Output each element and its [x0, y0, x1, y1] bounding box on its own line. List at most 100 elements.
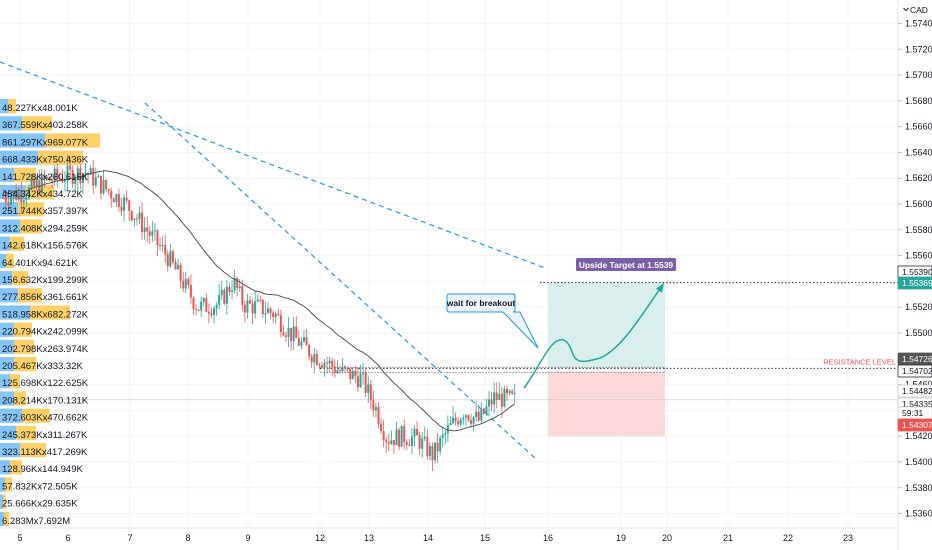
candle-body — [444, 433, 447, 435]
volume-profile-label: 202.798Kx263.974K — [2, 344, 89, 355]
grid-lines — [0, 0, 898, 528]
candle-body — [225, 286, 228, 304]
volume-profile-sell-bar — [30, 305, 70, 320]
candle-body — [105, 180, 108, 190]
candle-body — [166, 254, 169, 267]
candle-body — [369, 384, 372, 400]
candle-body — [215, 304, 218, 309]
candle-body — [56, 168, 59, 178]
volume-profile-label: 142.618Kx156.576K — [2, 241, 89, 252]
candle-body — [387, 442, 390, 444]
price-tick-label: 1.54200 — [905, 431, 932, 441]
resistance-band[interactable] — [319, 366, 666, 373]
volume-profile-buy-bar — [0, 305, 30, 320]
callout-bubble[interactable]: wait for breakout — [446, 293, 539, 349]
candle-body — [213, 308, 216, 316]
candle-body — [359, 373, 362, 388]
candle-body — [161, 245, 164, 247]
candle-body — [405, 442, 408, 445]
projection-path[interactable] — [523, 288, 661, 389]
candle-body — [274, 313, 277, 318]
lower-trendline[interactable] — [144, 102, 536, 459]
price-tag-label: 1.54307 — [902, 420, 932, 430]
candle-body — [28, 187, 30, 199]
candle-body — [285, 335, 287, 337]
upper-trendline[interactable] — [0, 61, 546, 269]
volume-profile — [0, 99, 100, 526]
volume-profile-buy-bar — [0, 116, 22, 131]
currency-button[interactable]: CAD — [901, 3, 930, 16]
candle-body — [43, 174, 46, 179]
candle-body — [205, 298, 208, 312]
candle-body — [107, 189, 110, 192]
time-label: 20 — [662, 533, 672, 543]
candle-body — [12, 191, 15, 198]
volume-profile-buy-bar — [0, 133, 45, 148]
volume-profile-label: 323.113Kx417.269K — [2, 447, 88, 458]
volume-profile-label: 367.559Kx403.258K — [2, 120, 89, 131]
candle-body — [297, 337, 300, 346]
candle-body — [94, 177, 97, 186]
target-label[interactable]: Upside Target at 1.5539 — [576, 258, 676, 271]
candle-body — [446, 425, 449, 434]
time-label: 13 — [364, 533, 374, 543]
candle-body — [511, 390, 514, 394]
volume-profile-sell-bar — [22, 116, 52, 131]
volume-profile-sell-bar — [10, 236, 24, 251]
candle-body — [120, 206, 123, 211]
candle-body — [457, 421, 460, 425]
candle-body — [174, 261, 177, 270]
candle-body — [179, 264, 182, 281]
candle-body — [228, 286, 231, 293]
candle-body — [398, 429, 401, 447]
candle-body — [246, 300, 249, 313]
volume-profile-label: 245.373Kx311.267K — [2, 430, 88, 441]
time-axis-labels: 5 6 7 8 9 12 13 14 15 16 19 20 21 22 23 — [17, 533, 853, 543]
candle-body — [187, 278, 190, 285]
candle-body — [449, 423, 452, 426]
candle-body — [249, 300, 251, 304]
candle-body — [382, 431, 385, 441]
candle-body — [421, 438, 424, 449]
candle-body — [272, 312, 275, 318]
volume-profile-label: 128.96Kx144.949K — [2, 464, 83, 475]
candle-body — [513, 392, 516, 394]
candle-body — [331, 360, 334, 367]
candle-body — [33, 179, 36, 187]
volume-profile-buy-bar — [0, 253, 6, 268]
candle-body — [315, 354, 318, 365]
candle-body — [364, 372, 367, 393]
time-label: 5 — [17, 533, 22, 543]
target-zone[interactable] — [548, 282, 665, 369]
candle-body — [503, 388, 506, 407]
candle-body — [164, 245, 167, 255]
candle-body — [202, 298, 205, 302]
candle-body — [313, 354, 316, 363]
candle-body — [63, 180, 66, 182]
time-label: 8 — [185, 533, 190, 543]
candle-body — [441, 434, 444, 438]
candle-body — [328, 360, 331, 364]
volume-profile-buy-bar — [0, 236, 10, 251]
candle-body — [99, 175, 102, 194]
candle-body — [135, 218, 138, 220]
stop-zone[interactable] — [548, 371, 665, 437]
price-scale-background[interactable] — [898, 0, 932, 528]
candle-body — [192, 297, 195, 309]
candle-body — [305, 337, 308, 346]
candle-body — [302, 337, 305, 342]
candle-body — [310, 356, 313, 363]
candle-body — [236, 278, 239, 289]
candle-body — [15, 191, 18, 200]
volume-profile-label: 48.227Kx48.001K — [2, 103, 78, 114]
volume-profile-sell-bar — [14, 167, 36, 182]
candle-body — [308, 345, 311, 357]
volume-profile-buy-bar — [0, 219, 20, 234]
candle-body — [35, 180, 38, 187]
candle-body — [351, 370, 354, 380]
volume-profile-sell-bar — [3, 494, 6, 509]
candle-body — [390, 440, 393, 444]
candle-body — [264, 313, 267, 315]
time-label: 22 — [783, 533, 793, 543]
